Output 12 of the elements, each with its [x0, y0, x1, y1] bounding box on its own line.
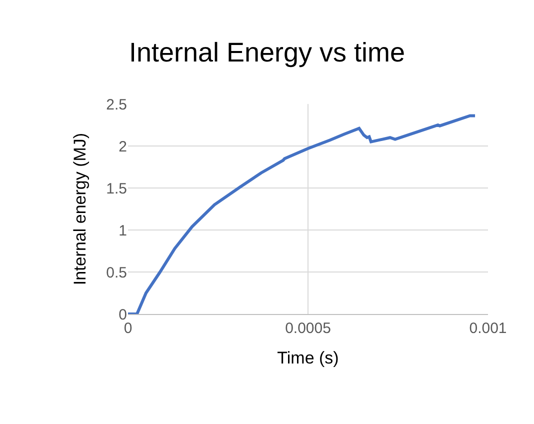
chart-title: Internal Energy vs time	[128, 37, 406, 68]
y-tick-label: 1	[118, 222, 127, 240]
x-tick-label: 0.001	[469, 320, 507, 337]
y-tick-label: 2	[118, 138, 127, 156]
y-tick-label: 0.5	[106, 264, 127, 282]
y-tick-label: 2.5	[106, 96, 127, 114]
y-tick-label: 1.5	[106, 180, 127, 198]
line-series	[128, 114, 477, 314]
x-axis-title: Time (s)	[277, 348, 339, 368]
y-tick-label: 0	[118, 306, 127, 324]
y-axis-title: Internal energy (MJ)	[70, 132, 90, 286]
x-tick-label: 0.0005	[285, 320, 331, 337]
